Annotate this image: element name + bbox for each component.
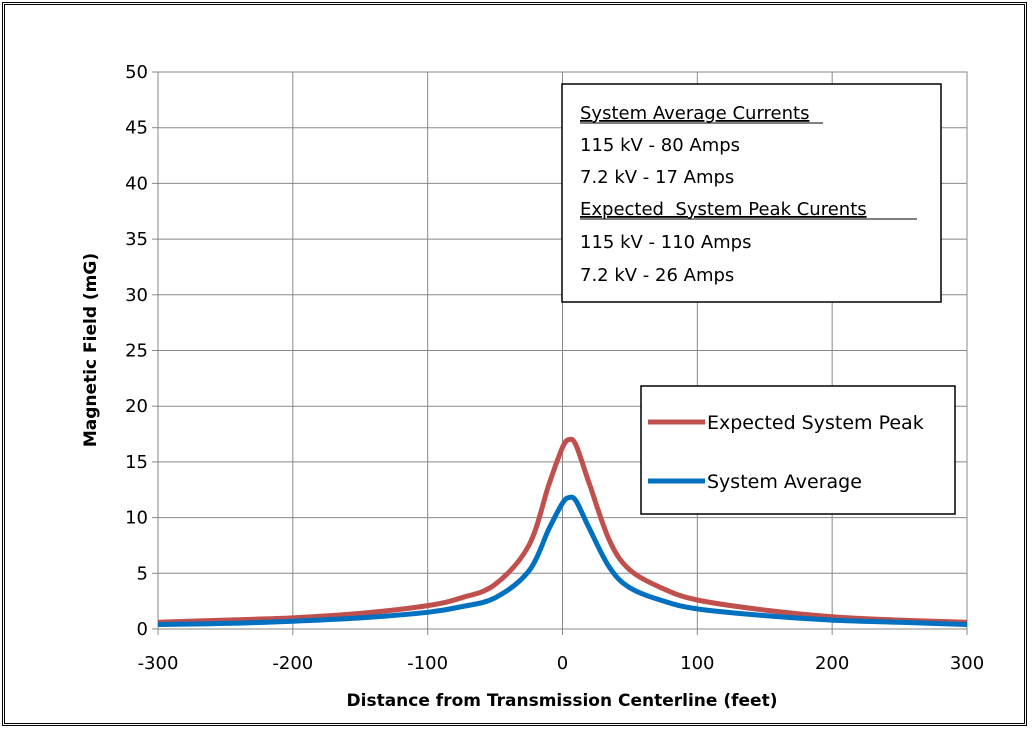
series-line-system-average	[157, 494, 968, 627]
y-tick-labels: 0 5 10 15 20 25 30 35 40 45 50	[125, 62, 148, 640]
x-tick-labels: -300 -200 -100 0 100 200 300	[138, 653, 985, 674]
y-tick-label: 25	[125, 341, 148, 362]
x-tick-label: -300	[138, 653, 179, 674]
x-tick-label: 300	[950, 653, 984, 674]
x-tick-label: 0	[557, 653, 568, 674]
legend-border	[640, 385, 956, 515]
info-line-72kv-average: 7.2 kV - 17 Amps	[580, 167, 734, 188]
y-tick-label: 15	[125, 452, 148, 473]
x-tick-label: -200	[272, 653, 313, 674]
y-tick-label: 5	[137, 563, 148, 584]
y-tick-label: 50	[125, 62, 148, 83]
info-line-115kv-peak: 115 kV - 110 Amps	[580, 232, 751, 253]
y-axis-title: Magnetic Field (mG)	[81, 253, 101, 447]
y-tick-label: 30	[125, 285, 148, 306]
info-line-115kv-average: 115 kV - 80 Amps	[580, 135, 740, 156]
y-tick-label: 20	[125, 396, 148, 417]
x-tick-label: 100	[680, 653, 714, 674]
info-heading-peak: Expected System Peak Curents	[580, 199, 867, 220]
currents-info-box: System Average Currents 115 kV - 80 Amps…	[561, 83, 942, 303]
y-tick-label: 40	[125, 173, 148, 194]
x-tick-label: -100	[407, 653, 448, 674]
y-tick-label: 0	[137, 619, 148, 640]
y-tick-label: 35	[125, 229, 148, 250]
x-axis-title: Distance from Transmission Centerline (f…	[347, 691, 778, 711]
legend-label-system-average: System Average	[707, 471, 862, 493]
series-lines	[157, 436, 968, 627]
legend: Expected System Peak System Average	[640, 385, 956, 515]
plot-area-border	[157, 71, 968, 630]
x-tick-label: 200	[815, 653, 849, 674]
info-heading-average: System Average Currents	[580, 103, 809, 124]
series-line-expected-system-peak	[157, 436, 968, 625]
y-tick-label: 45	[125, 118, 148, 139]
info-box-border	[561, 83, 942, 303]
y-tick-label: 10	[125, 508, 148, 529]
info-line-72kv-peak: 7.2 kV - 26 Amps	[580, 265, 734, 286]
legend-label-expected-peak: Expected System Peak	[707, 412, 924, 434]
